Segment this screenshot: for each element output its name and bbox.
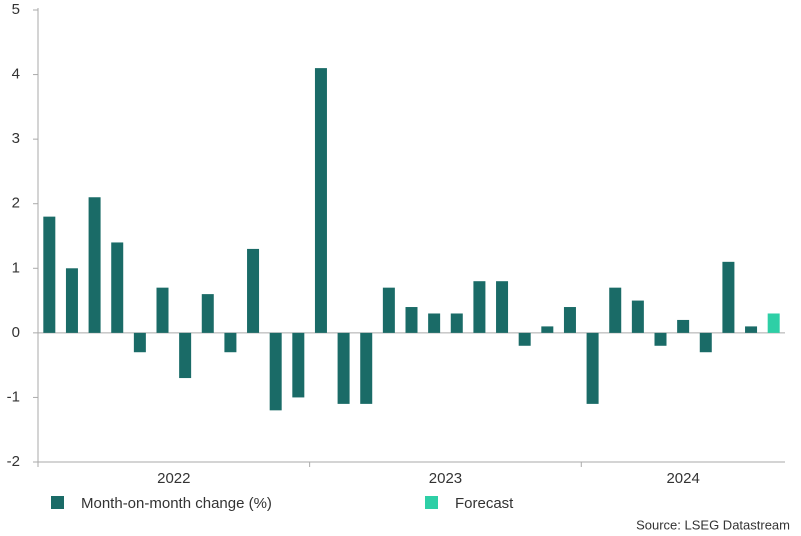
bar bbox=[111, 242, 124, 333]
y-tick-label: 5 bbox=[12, 1, 20, 18]
bar bbox=[473, 281, 486, 333]
y-tick-label: -2 bbox=[7, 453, 20, 470]
legend-label: Forecast bbox=[455, 495, 514, 512]
y-tick-label: -1 bbox=[7, 388, 20, 405]
y-tick-label: 0 bbox=[12, 324, 20, 341]
bar bbox=[292, 332, 305, 398]
bar bbox=[314, 68, 327, 333]
bar bbox=[156, 287, 169, 333]
bar bbox=[88, 197, 101, 333]
bar bbox=[563, 307, 576, 333]
bar bbox=[609, 287, 622, 333]
bar bbox=[699, 332, 712, 353]
bar bbox=[722, 261, 735, 333]
bar bbox=[767, 313, 780, 333]
y-tick-label: 3 bbox=[12, 130, 20, 147]
bar bbox=[247, 248, 260, 333]
x-tick-label: 2023 bbox=[429, 470, 462, 487]
bar bbox=[382, 287, 395, 333]
bar bbox=[677, 319, 690, 333]
bar bbox=[224, 332, 237, 353]
legend-label: Month-on-month change (%) bbox=[81, 495, 272, 512]
bar bbox=[631, 300, 644, 333]
bar bbox=[201, 294, 214, 333]
bar bbox=[586, 332, 599, 404]
bar bbox=[43, 216, 56, 333]
legend-swatch bbox=[425, 496, 438, 509]
y-tick-label: 4 bbox=[12, 66, 20, 83]
bar bbox=[541, 326, 554, 333]
source: Source: LSEG Datastream bbox=[636, 517, 790, 532]
bar bbox=[360, 332, 373, 404]
bar bbox=[133, 332, 146, 353]
bar bbox=[450, 313, 463, 333]
bar bbox=[269, 332, 282, 411]
bar bbox=[65, 268, 78, 333]
bar bbox=[428, 313, 441, 333]
bar bbox=[337, 332, 350, 404]
bar bbox=[518, 332, 531, 346]
bar bbox=[745, 326, 758, 333]
y-tick-label: 1 bbox=[12, 259, 20, 276]
bar bbox=[179, 332, 192, 379]
y-tick-label: 2 bbox=[12, 195, 20, 212]
bar bbox=[496, 281, 509, 333]
bar bbox=[405, 307, 418, 333]
bar bbox=[654, 332, 667, 346]
legend-swatch bbox=[51, 496, 64, 509]
x-tick-label: 2024 bbox=[666, 470, 699, 487]
x-tick-label: 2022 bbox=[157, 470, 190, 487]
